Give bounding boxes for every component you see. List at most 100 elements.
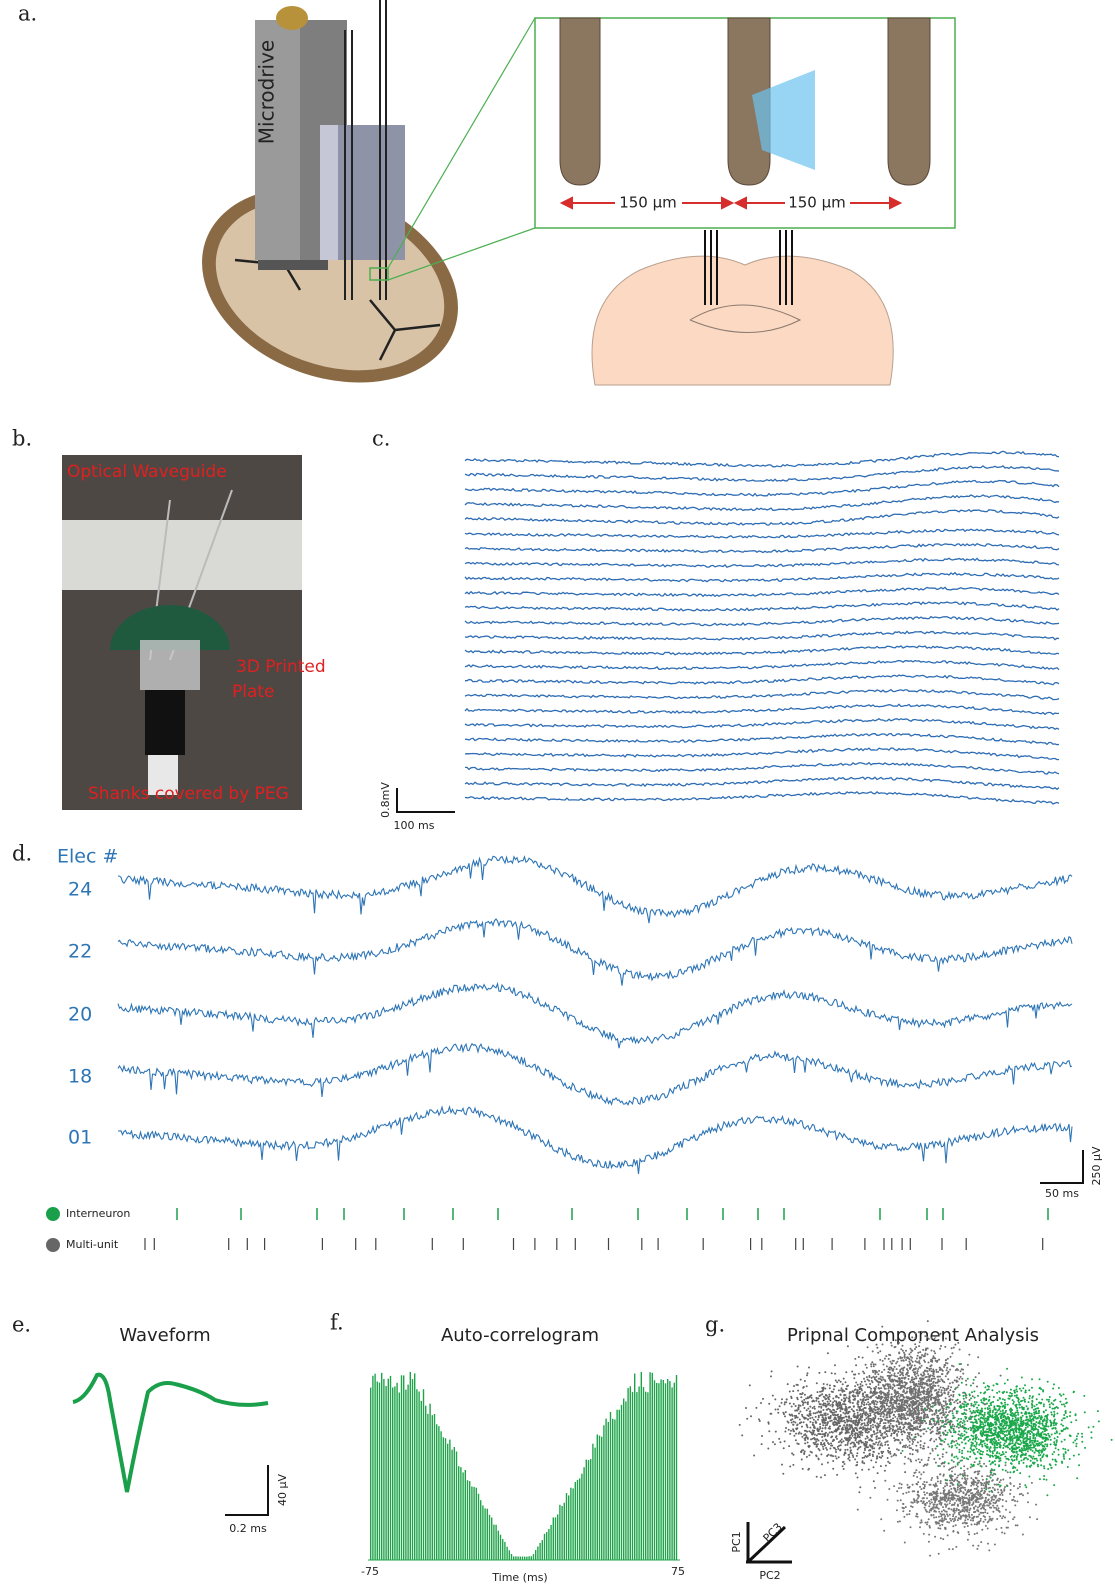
scatter-point xyxy=(1033,1414,1035,1416)
scatter-point xyxy=(931,1359,933,1361)
scatter-point xyxy=(933,1423,935,1425)
scatter-point xyxy=(856,1455,858,1457)
scatter-point xyxy=(1000,1479,1002,1481)
scatter-point xyxy=(865,1411,867,1413)
scatter-point xyxy=(903,1445,905,1447)
scatter-point xyxy=(853,1410,855,1412)
scatter-point xyxy=(1014,1392,1016,1394)
scatter-point xyxy=(907,1435,909,1437)
scatter-point xyxy=(887,1461,889,1463)
scatter-point xyxy=(993,1507,995,1509)
scatter-point xyxy=(868,1431,870,1433)
scatter-point xyxy=(898,1342,900,1344)
scatter-point xyxy=(869,1383,871,1385)
scatter-point xyxy=(806,1409,808,1411)
scatter-point xyxy=(883,1422,885,1424)
scatter-point xyxy=(886,1435,888,1437)
scatter-point xyxy=(984,1408,986,1410)
scatter-point xyxy=(869,1422,871,1424)
histogram-bar xyxy=(509,1550,510,1560)
scatter-point xyxy=(913,1472,915,1474)
scatter-point xyxy=(988,1520,990,1522)
scatter-point xyxy=(944,1390,946,1392)
scatter-point xyxy=(818,1401,820,1403)
scatter-point xyxy=(915,1376,917,1378)
scatter-point xyxy=(1076,1443,1078,1445)
scatter-point xyxy=(887,1440,889,1442)
scatter-point xyxy=(926,1492,928,1494)
scatter-point xyxy=(894,1346,896,1348)
scatter-point xyxy=(938,1399,940,1401)
scatter-point xyxy=(935,1448,937,1450)
scatter-point xyxy=(830,1411,832,1413)
scatter-point xyxy=(987,1528,989,1530)
scatter-point xyxy=(931,1493,933,1495)
scatter-point xyxy=(904,1409,906,1411)
scatter-point xyxy=(862,1426,864,1428)
scatter-point xyxy=(832,1455,834,1457)
scatter-point xyxy=(794,1422,796,1424)
scatter-point xyxy=(989,1396,991,1398)
scatter-point xyxy=(1040,1460,1042,1462)
scatter-point xyxy=(885,1465,887,1467)
lfp-trace xyxy=(118,1107,1072,1174)
scatter-point xyxy=(898,1449,900,1451)
scatter-point xyxy=(891,1410,893,1412)
scatter-point xyxy=(878,1384,880,1386)
scatter-point xyxy=(849,1395,851,1397)
scatter-point xyxy=(829,1404,831,1406)
scatter-point xyxy=(934,1501,936,1503)
scatter-point xyxy=(935,1369,937,1371)
scatter-point xyxy=(887,1385,889,1387)
scatter-point xyxy=(983,1521,985,1523)
scatter-point xyxy=(768,1403,770,1405)
scatter-point xyxy=(924,1335,926,1337)
scatter-point xyxy=(887,1411,889,1413)
scatter-point xyxy=(821,1463,823,1465)
scatter-point xyxy=(983,1515,985,1517)
scatter-point xyxy=(791,1422,793,1424)
scatter-point xyxy=(911,1392,913,1394)
scatter-point xyxy=(1016,1391,1018,1393)
scatter-point xyxy=(863,1378,865,1380)
scatter-point xyxy=(949,1502,951,1504)
scatter-point xyxy=(915,1411,917,1413)
scatter-point xyxy=(960,1460,962,1462)
histogram-bar xyxy=(610,1412,611,1560)
scatter-point xyxy=(885,1355,887,1357)
scatter-point xyxy=(866,1456,868,1458)
scatter-point xyxy=(1070,1421,1072,1423)
scatter-point xyxy=(928,1457,930,1459)
histogram-bar xyxy=(636,1392,637,1560)
scatter-point xyxy=(908,1408,910,1410)
scatter-point xyxy=(822,1440,824,1442)
scatter-point xyxy=(824,1403,826,1405)
scatter-point xyxy=(825,1422,827,1424)
lfp-trace xyxy=(465,777,1059,789)
scatter-point xyxy=(874,1487,876,1489)
scatter-point xyxy=(830,1445,832,1447)
scatter-point xyxy=(918,1471,920,1473)
scatter-point xyxy=(958,1427,960,1429)
scatter-point xyxy=(800,1421,802,1423)
scatter-point xyxy=(1047,1381,1049,1383)
scatter-point xyxy=(907,1439,909,1441)
scatter-point xyxy=(1034,1437,1036,1439)
scatter-point xyxy=(795,1405,797,1407)
scatter-point xyxy=(857,1509,859,1511)
histogram-bar xyxy=(663,1380,664,1560)
scatter-point xyxy=(847,1429,849,1431)
scatter-point xyxy=(976,1484,978,1486)
scatter-point xyxy=(805,1435,807,1437)
scatter-point xyxy=(899,1428,901,1430)
scatter-point xyxy=(939,1380,941,1382)
lfp-trace xyxy=(118,984,1072,1048)
scatter-point xyxy=(874,1370,876,1372)
scatter-point xyxy=(779,1441,781,1443)
scatter-point xyxy=(988,1399,990,1401)
scatter-point xyxy=(876,1455,878,1457)
scatter-point xyxy=(796,1410,798,1412)
scatter-point xyxy=(840,1414,842,1416)
scatter-point xyxy=(897,1439,899,1441)
scatter-point xyxy=(821,1414,823,1416)
